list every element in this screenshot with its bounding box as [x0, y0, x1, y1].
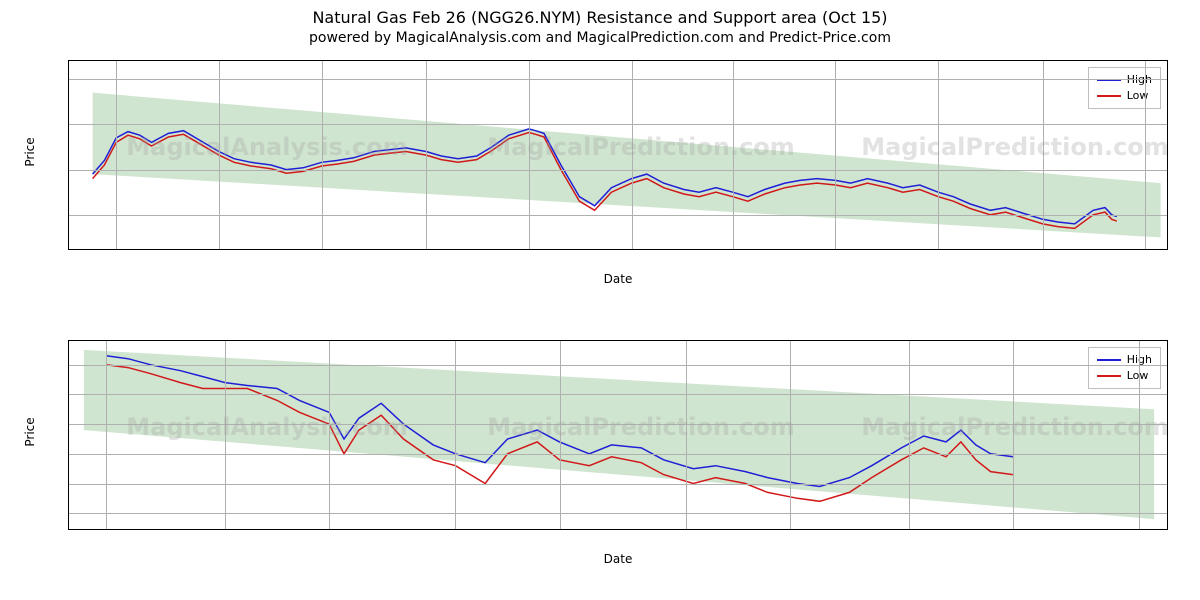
gridline-vertical: [329, 341, 330, 529]
gridline-vertical: [529, 61, 530, 249]
gridline-horizontal: [69, 394, 1167, 395]
gridline-horizontal: [69, 424, 1167, 425]
plot2-xlabel: Date: [68, 552, 1168, 566]
xtick-label: 2024-03: [712, 249, 754, 250]
plot1-area: High Low 4.0 4.5 5.0 5.5 2023-03 2023-05 2023-…: [68, 60, 1168, 250]
xtick-label: 2024-10-15: [984, 529, 1042, 530]
gridline-vertical: [1139, 341, 1140, 529]
gridline-horizontal: [69, 79, 1167, 80]
gridline-vertical: [219, 61, 220, 249]
legend-row-low: Low: [1097, 368, 1152, 384]
ytick-label: 4.3: [68, 359, 69, 370]
plot1-xlabel: Date: [68, 272, 1168, 286]
chart-page: { "title": "Natural Gas Feb 26 (NGG26.NY…: [0, 0, 1200, 600]
ytick-label: 4.5: [68, 164, 69, 175]
gridline-vertical: [835, 61, 836, 249]
gridline-horizontal: [69, 365, 1167, 366]
gridline-vertical: [106, 341, 107, 529]
gridline-horizontal: [69, 454, 1167, 455]
gridline-horizontal: [69, 513, 1167, 514]
ytick-label: 5.0: [68, 119, 69, 130]
plot2-svg: [69, 341, 1167, 529]
gridline-vertical: [322, 61, 323, 249]
gridline-vertical: [116, 61, 117, 249]
chart-title: Natural Gas Feb 26 (NGG26.NYM) Resistanc…: [0, 8, 1200, 27]
xtick-label: 2023-07: [301, 249, 343, 250]
plot1-ylabel: Price: [23, 132, 37, 172]
ytick-label: 4.1: [68, 419, 69, 430]
ytick-label: 4.2: [68, 389, 69, 400]
xtick-label: 2023-05: [198, 249, 240, 250]
xtick-label: 2024-08-15: [530, 529, 588, 530]
support-resistance-band: [84, 350, 1154, 519]
gridline-vertical: [938, 61, 939, 249]
legend-line-low: [1097, 375, 1121, 377]
xtick-label: 2024-10-01: [880, 529, 938, 530]
xtick-label: 2023-03: [95, 249, 137, 250]
xtick-label: 2024-09-15: [761, 529, 819, 530]
xtick-label: 2023-09: [405, 249, 447, 250]
plot2-area: High Low 3.8 3.9 4.0 4.1 4.2 4.3 2024-06-15 202…: [68, 340, 1168, 530]
gridline-vertical: [909, 341, 910, 529]
xtick-label: 2023-11: [508, 249, 550, 250]
gridline-vertical: [1013, 341, 1014, 529]
ytick-label: 4.0: [68, 209, 69, 220]
plot2-ylabel: Price: [23, 412, 37, 452]
xtick-label: 2024-05: [815, 249, 857, 250]
xtick-label: 2024-09-01: [657, 529, 715, 530]
ytick-label: 4.0: [68, 448, 69, 459]
gridline-horizontal: [69, 124, 1167, 125]
xtick-label: 2024-06-15: [77, 529, 135, 530]
xtick-label: 2024-11: [1125, 249, 1167, 250]
gridline-vertical: [225, 341, 226, 529]
gridline-vertical: [686, 341, 687, 529]
plot1-legend: High Low: [1088, 67, 1161, 109]
gridline-vertical: [560, 341, 561, 529]
ytick-label: 5.5: [68, 74, 69, 85]
legend-line-low: [1097, 95, 1121, 97]
xtick-label: 2024-11-01: [1110, 529, 1168, 530]
gridline-vertical: [733, 61, 734, 249]
legend-label-low: Low: [1127, 368, 1149, 384]
ytick-label: 3.8: [68, 508, 69, 519]
legend-row-low: Low: [1097, 88, 1152, 104]
xtick-label: 2024-01: [611, 249, 653, 250]
legend-line-high: [1097, 359, 1121, 361]
plot1-svg: [69, 61, 1167, 249]
gridline-vertical: [790, 341, 791, 529]
plot2-legend: High Low: [1088, 347, 1161, 389]
gridline-vertical: [426, 61, 427, 249]
gridline-vertical: [1145, 61, 1146, 249]
xtick-label: 2024-07: [917, 249, 959, 250]
ytick-label: 3.9: [68, 478, 69, 489]
gridline-vertical: [632, 61, 633, 249]
gridline-vertical: [455, 341, 456, 529]
xtick-label: 2024-07-01: [196, 529, 254, 530]
gridline-horizontal: [69, 484, 1167, 485]
chart-subtitle: powered by MagicalAnalysis.com and Magic…: [0, 30, 1200, 46]
xtick-label: 2024-09: [1022, 249, 1064, 250]
xtick-label: 2024-07-15: [300, 529, 358, 530]
gridline-vertical: [1043, 61, 1044, 249]
gridline-horizontal: [69, 215, 1167, 216]
xtick-label: 2024-08-01: [426, 529, 484, 530]
gridline-horizontal: [69, 170, 1167, 171]
